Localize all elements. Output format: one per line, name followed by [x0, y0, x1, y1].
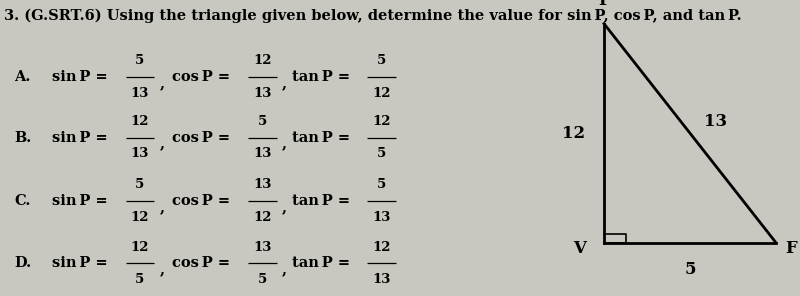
Text: A.: A.: [14, 70, 30, 84]
Text: D.: D.: [14, 256, 31, 271]
Text: 5: 5: [684, 261, 696, 278]
Text: 13: 13: [131, 87, 149, 100]
Text: 5: 5: [377, 178, 386, 192]
Text: tan P =: tan P =: [292, 131, 350, 145]
Text: 13: 13: [254, 87, 271, 100]
Text: 13: 13: [373, 211, 390, 224]
Text: sin P =: sin P =: [52, 256, 108, 271]
Text: 3. (G.SRT.6) Using the triangle given below, determine the value for sin P, cos : 3. (G.SRT.6) Using the triangle given be…: [4, 9, 742, 23]
Text: 5: 5: [135, 178, 145, 192]
Text: sin P =: sin P =: [52, 70, 108, 84]
Text: P: P: [598, 0, 610, 9]
Text: 13: 13: [131, 147, 149, 160]
Text: 12: 12: [372, 115, 391, 128]
Text: ,: ,: [160, 200, 165, 214]
Text: cos P =: cos P =: [172, 131, 230, 145]
Text: cos P =: cos P =: [172, 70, 230, 84]
Text: 5: 5: [377, 54, 386, 67]
Text: 12: 12: [562, 125, 585, 142]
Text: ,: ,: [160, 262, 165, 276]
Text: 12: 12: [253, 211, 272, 224]
Text: 5: 5: [258, 273, 267, 286]
Text: 13: 13: [254, 178, 271, 192]
Text: ,: ,: [282, 76, 286, 90]
Text: ,: ,: [160, 76, 165, 90]
Text: C.: C.: [14, 194, 30, 208]
Text: 12: 12: [372, 241, 391, 254]
Text: 5: 5: [135, 54, 145, 67]
Text: 12: 12: [372, 87, 391, 100]
Text: 12: 12: [130, 115, 150, 128]
Text: ,: ,: [160, 136, 165, 151]
Text: B.: B.: [14, 131, 32, 145]
Text: 5: 5: [258, 115, 267, 128]
Text: tan P =: tan P =: [292, 194, 350, 208]
Text: ,: ,: [282, 136, 286, 151]
Text: 5: 5: [377, 147, 386, 160]
Text: tan P =: tan P =: [292, 70, 350, 84]
Text: 13: 13: [704, 113, 727, 130]
Text: 12: 12: [253, 54, 272, 67]
Text: tan P =: tan P =: [292, 256, 350, 271]
Text: sin P =: sin P =: [52, 194, 108, 208]
Text: 13: 13: [373, 273, 390, 286]
Text: 13: 13: [254, 147, 271, 160]
Text: cos P =: cos P =: [172, 194, 230, 208]
Text: ,: ,: [282, 200, 286, 214]
Text: 12: 12: [130, 211, 150, 224]
Text: sin P =: sin P =: [52, 131, 108, 145]
Text: 12: 12: [130, 241, 150, 254]
Text: cos P =: cos P =: [172, 256, 230, 271]
Text: F: F: [786, 240, 798, 257]
Text: ,: ,: [282, 262, 286, 276]
Text: 5: 5: [135, 273, 145, 286]
Text: 13: 13: [254, 241, 271, 254]
Text: V: V: [574, 240, 586, 257]
